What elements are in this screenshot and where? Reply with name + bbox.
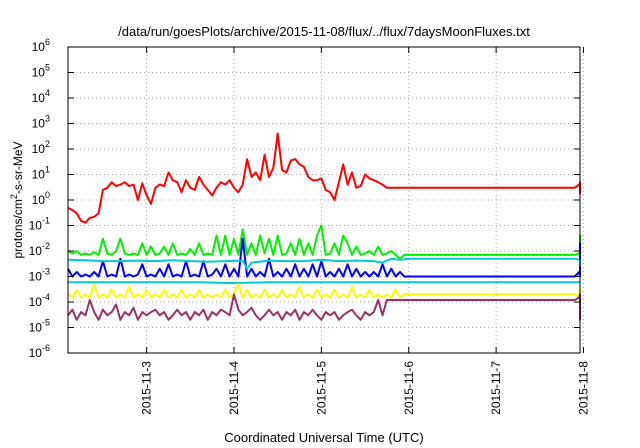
- y-tick-label: 100: [32, 190, 50, 207]
- grid: [68, 47, 584, 353]
- y-tick-label: 10-6: [29, 343, 50, 360]
- series-line-3: [67, 237, 581, 278]
- series-line-5: [67, 283, 581, 299]
- x-tick-label: 2015-11-8: [576, 361, 590, 415]
- x-tick-label: 2015-11-3: [140, 361, 154, 415]
- series-line-4-2: [68, 281, 580, 285]
- series-layer: [67, 132, 581, 321]
- y-tick-label: 105: [32, 63, 50, 80]
- y-tick-label: 10-4: [29, 292, 50, 309]
- series-line-6: [67, 293, 581, 321]
- y-axis-label-main: protons/cm: [11, 199, 25, 258]
- y-tick-label: 104: [32, 88, 50, 105]
- y-tick-label: 102: [32, 139, 50, 156]
- chart-title: /data/run/goesPlots/archive/2015-11-08/f…: [118, 24, 530, 39]
- x-tick-label: 2015-11-6: [402, 361, 416, 415]
- y-axis: 10-6 10-5 10-4 10-3 10-2 10-1 100 101 102 103 104 1…: [29, 37, 580, 360]
- x-tick-label: 2015-11-5: [314, 361, 328, 415]
- x-axis: 2015-11-3 2015-11-4 2015-11-5 2015-11-6 2015…: [140, 47, 590, 415]
- y-tick-label: 10-5: [29, 318, 50, 335]
- series-line-2: [67, 224, 581, 263]
- y-tick-label: 106: [32, 37, 50, 54]
- x-tick-label: 2015-11-4: [227, 361, 241, 415]
- y-tick-label: 10-2: [29, 241, 50, 258]
- x-axis-label: Coordinated Universal Time (UTC): [224, 430, 423, 445]
- y-tick-label: 103: [32, 114, 50, 131]
- y-axis-label-rest: -s-sr-MeV: [11, 141, 25, 194]
- y-tick-label: 10-3: [29, 267, 50, 284]
- y-tick-label: 101: [32, 165, 50, 182]
- y-axis-label-sup: 2: [9, 194, 19, 199]
- series-line-4-1: [67, 257, 581, 270]
- series-line-1: [67, 132, 581, 224]
- y-tick-label: 10-1: [29, 216, 50, 233]
- y-axis-label: protons/cm2-s-sr-MeV: [9, 141, 25, 258]
- x-tick-label: 2015-11-7: [489, 361, 503, 415]
